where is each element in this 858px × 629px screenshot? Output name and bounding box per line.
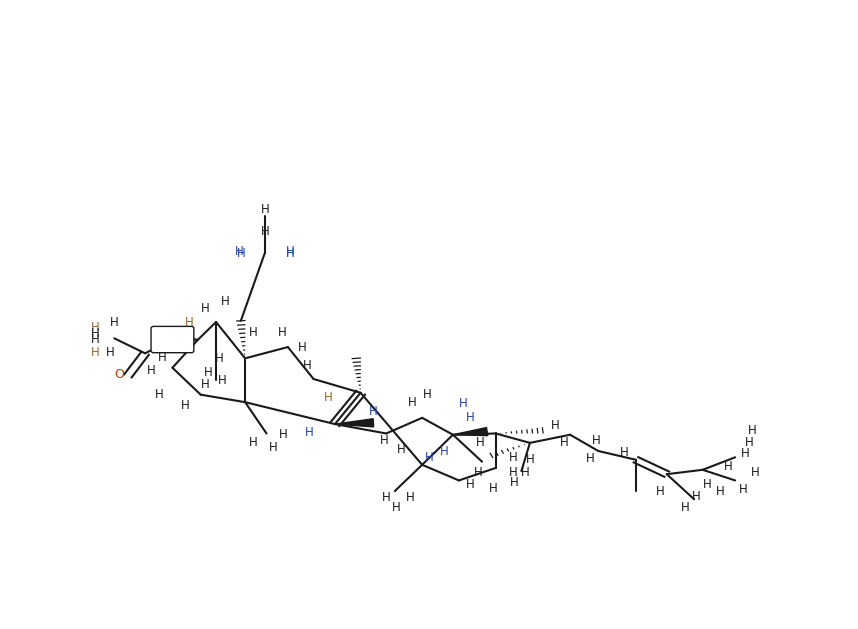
Text: H: H	[106, 345, 114, 359]
Polygon shape	[172, 335, 198, 343]
Text: H: H	[489, 482, 498, 495]
Text: O: O	[114, 368, 124, 381]
Text: Ac: Ac	[166, 335, 178, 345]
Text: H: H	[91, 327, 100, 340]
Text: H: H	[279, 428, 288, 441]
Text: H: H	[286, 245, 295, 259]
Text: H: H	[201, 302, 209, 314]
Text: H: H	[261, 225, 269, 238]
Text: H: H	[323, 391, 332, 404]
Text: H: H	[406, 491, 414, 504]
Text: H: H	[746, 437, 754, 449]
Text: H: H	[380, 435, 389, 447]
Text: H: H	[681, 501, 690, 514]
Text: H: H	[382, 491, 390, 504]
Text: H: H	[397, 443, 406, 455]
Text: H: H	[703, 478, 711, 491]
Text: H: H	[158, 350, 166, 364]
Text: H: H	[303, 359, 312, 372]
Text: H: H	[91, 333, 100, 346]
Polygon shape	[335, 419, 373, 427]
Text: H: H	[656, 484, 664, 498]
Text: H: H	[91, 321, 100, 333]
Text: H: H	[250, 437, 258, 449]
Text: H: H	[591, 435, 600, 447]
Text: H: H	[235, 245, 244, 259]
Text: H: H	[369, 405, 378, 418]
Text: H: H	[147, 364, 155, 377]
Polygon shape	[453, 428, 488, 436]
Text: H: H	[185, 316, 194, 328]
Text: H: H	[509, 466, 517, 479]
Text: H: H	[585, 452, 594, 465]
Text: H: H	[298, 340, 307, 353]
Text: H: H	[752, 466, 760, 479]
Text: H: H	[215, 352, 224, 365]
Text: H: H	[218, 374, 227, 387]
Text: H: H	[476, 437, 485, 449]
Text: H: H	[91, 345, 100, 359]
Text: H: H	[474, 466, 483, 479]
Text: H: H	[237, 247, 245, 260]
Text: H: H	[440, 445, 449, 457]
Text: H: H	[466, 478, 474, 491]
Text: H: H	[423, 388, 432, 401]
Text: H: H	[526, 454, 535, 466]
Text: H: H	[509, 451, 517, 464]
Text: H: H	[511, 476, 519, 489]
Text: H: H	[110, 316, 118, 328]
Text: H: H	[716, 484, 724, 498]
Text: H: H	[221, 296, 230, 308]
Text: H: H	[155, 388, 164, 401]
Text: H: H	[748, 424, 757, 437]
Text: H: H	[425, 451, 433, 464]
Text: H: H	[408, 396, 416, 409]
Text: H: H	[269, 441, 278, 454]
Text: H: H	[250, 326, 258, 338]
Text: H: H	[201, 378, 209, 391]
Text: H: H	[551, 420, 560, 433]
Text: H: H	[459, 397, 468, 410]
Text: H: H	[181, 399, 190, 412]
Text: H: H	[392, 501, 401, 514]
Text: H: H	[559, 437, 569, 449]
Text: H: H	[724, 460, 733, 472]
Text: H: H	[305, 426, 314, 439]
Text: H: H	[204, 365, 213, 379]
Text: H: H	[521, 466, 529, 479]
Text: H: H	[466, 411, 474, 425]
Text: H: H	[619, 446, 628, 459]
Text: H: H	[261, 203, 269, 216]
Text: H: H	[692, 489, 700, 503]
Text: H: H	[277, 326, 287, 338]
Text: H: H	[741, 447, 750, 460]
FancyBboxPatch shape	[151, 326, 194, 353]
Text: H: H	[740, 483, 748, 496]
Text: H: H	[286, 247, 295, 260]
